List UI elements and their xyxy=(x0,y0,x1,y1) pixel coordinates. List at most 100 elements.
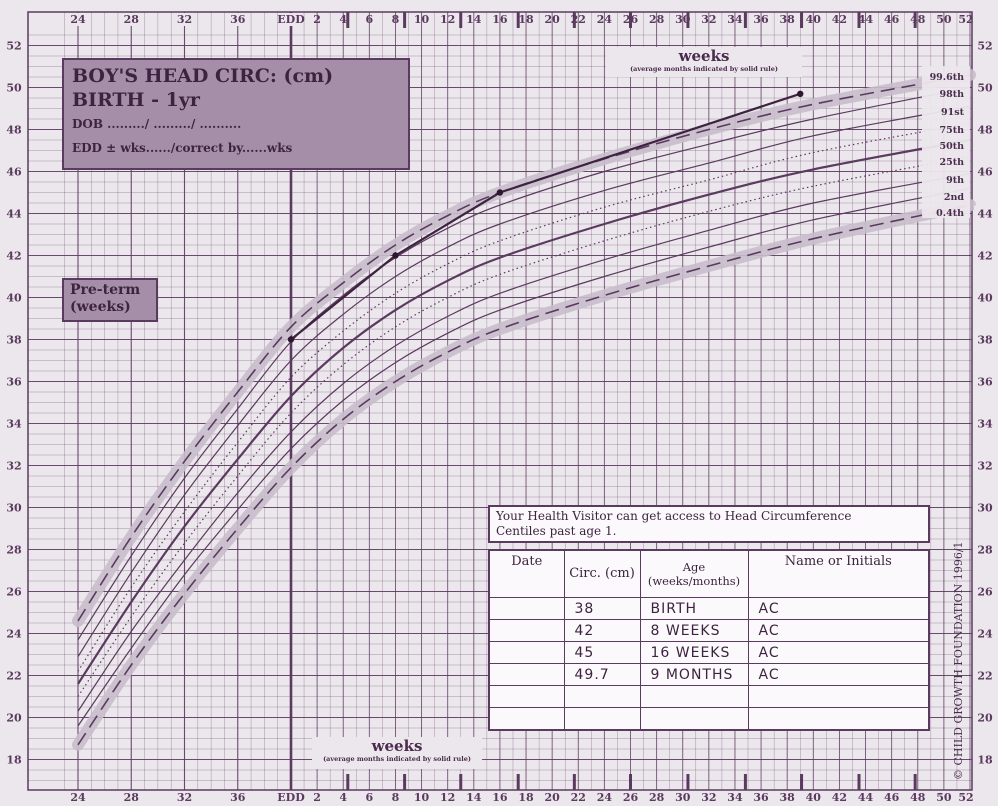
cell-date[interactable] xyxy=(488,707,565,731)
cell-age[interactable]: 9 MONTHS xyxy=(639,663,749,686)
copyright-note: © CHILD GROWTH FOUNDATION 1996/1 xyxy=(952,541,965,780)
y-tick-bg xyxy=(974,415,996,430)
cell-circ[interactable]: 45 xyxy=(563,641,641,664)
y-tick-bg xyxy=(2,457,26,472)
x-tick-bg xyxy=(172,13,197,26)
y-tick-right: 18 xyxy=(977,754,993,767)
y-tick-bg xyxy=(974,37,996,52)
x-tick-postterm: 4 xyxy=(339,13,347,26)
x-tick-postterm: 2 xyxy=(313,13,321,26)
measurement-point xyxy=(392,252,399,259)
y-tick-bg xyxy=(974,79,996,94)
y-tick-right: 28 xyxy=(977,544,993,557)
cell-circ[interactable]: 49.7 xyxy=(563,663,641,686)
cell-circ[interactable] xyxy=(563,707,641,731)
cell-date[interactable] xyxy=(488,619,565,642)
measurement-point xyxy=(287,336,295,343)
y-tick-bg xyxy=(974,457,996,472)
x-tick-postterm: 10 xyxy=(414,13,430,26)
cell-date[interactable] xyxy=(488,663,565,686)
x-tick-preterm: 36 xyxy=(230,791,246,804)
y-tick-bg xyxy=(2,709,26,724)
y-tick-bg xyxy=(2,541,26,556)
x-tick-postterm: 26 xyxy=(623,13,639,26)
centile-label: 9th xyxy=(946,175,964,186)
y-tick-left: 42 xyxy=(6,250,21,263)
cell-age[interactable] xyxy=(639,685,749,708)
cell-age[interactable] xyxy=(639,707,749,731)
x-tick-postterm: 50 xyxy=(936,13,952,26)
x-tick-bg xyxy=(225,13,250,26)
x-tick-postterm: 36 xyxy=(753,13,769,26)
cell-date[interactable] xyxy=(488,597,565,620)
dob-field: DOB ........./ ........./ .......... xyxy=(72,117,242,131)
y-tick-right: 48 xyxy=(977,124,993,137)
x-tick-edd: EDD xyxy=(277,13,305,26)
x-tick-postterm: 30 xyxy=(675,791,691,804)
y-tick-bg xyxy=(2,499,26,514)
centile-label: 0.4th xyxy=(936,208,964,219)
cell-name[interactable]: AC xyxy=(747,597,930,620)
cell-date[interactable] xyxy=(488,641,565,664)
cell-date[interactable] xyxy=(488,685,565,708)
x-tick-bg xyxy=(119,791,144,804)
cell-age[interactable]: 8 WEEKS xyxy=(639,619,749,642)
centile-label: 50th xyxy=(939,141,964,152)
y-tick-bg xyxy=(974,247,996,262)
y-tick-right: 50 xyxy=(977,82,993,95)
centile-lines xyxy=(77,74,971,746)
x-tick-postterm: 2 xyxy=(313,791,321,804)
y-tick-bg xyxy=(974,205,996,220)
x-tick-preterm: 32 xyxy=(177,791,192,804)
y-tick-bg xyxy=(2,163,26,178)
y-tick-bg xyxy=(2,247,26,262)
cell-circ[interactable] xyxy=(563,685,641,708)
weeks-word-top: weeks xyxy=(678,47,730,65)
x-tick-preterm: 24 xyxy=(70,13,86,26)
y-tick-right: 40 xyxy=(977,292,993,305)
centile-label: 75th xyxy=(939,125,964,136)
x-tick-bg xyxy=(225,791,250,804)
y-tick-bg xyxy=(2,121,26,136)
cell-circ[interactable]: 38 xyxy=(563,597,641,620)
x-tick-bg xyxy=(66,13,90,26)
cell-circ[interactable]: 42 xyxy=(563,619,641,642)
centile-line-99_6th xyxy=(77,74,971,622)
cell-name[interactable]: AC xyxy=(747,619,930,642)
y-tick-bg xyxy=(2,205,26,220)
table-row: 45 16 WEEKS AC xyxy=(488,641,930,664)
chart-subtitle: BIRTH - 1yr xyxy=(72,89,200,111)
y-tick-left: 30 xyxy=(6,502,22,515)
x-tick-postterm: 38 xyxy=(780,13,796,26)
y-tick-bg xyxy=(2,373,26,388)
y-tick-left: 36 xyxy=(6,376,22,389)
x-tick-postterm: 40 xyxy=(806,13,822,26)
health-visitor-note: Your Health Visitor can get access to He… xyxy=(488,505,930,543)
y-tick-right: 46 xyxy=(977,166,993,179)
measurement-record-table: Date Circ. (cm) Age (weeks/months) Name … xyxy=(488,549,930,731)
health-visitor-line2: Centiles past age 1. xyxy=(496,524,617,538)
chart-title-box: BOY'S HEAD CIRC: (cm) BIRTH - 1yr DOB ..… xyxy=(62,58,410,170)
x-tick-postterm: 32 xyxy=(701,791,716,804)
cell-name[interactable] xyxy=(747,707,930,731)
x-tick-postterm: 6 xyxy=(366,13,374,26)
centile-line-91st xyxy=(77,105,971,657)
cell-age[interactable]: 16 WEEKS xyxy=(639,641,749,664)
y-tick-left: 46 xyxy=(6,166,22,179)
cell-name[interactable]: AC xyxy=(747,663,930,686)
y-tick-right: 38 xyxy=(977,334,993,347)
cell-name[interactable] xyxy=(747,685,930,708)
x-tick-postterm: 46 xyxy=(884,791,900,804)
x-tick-postterm: 44 xyxy=(858,791,874,804)
x-tick-preterm: 24 xyxy=(70,791,86,804)
y-tick-bg xyxy=(974,331,996,346)
x-tick-postterm: 22 xyxy=(571,791,586,804)
y-tick-bg xyxy=(974,583,996,598)
x-tick-postterm: 8 xyxy=(392,791,400,804)
cell-age[interactable]: BIRTH xyxy=(639,597,749,620)
cell-name[interactable]: AC xyxy=(747,641,930,664)
y-tick-bg xyxy=(974,541,996,556)
x-tick-edd: EDD xyxy=(277,791,305,804)
